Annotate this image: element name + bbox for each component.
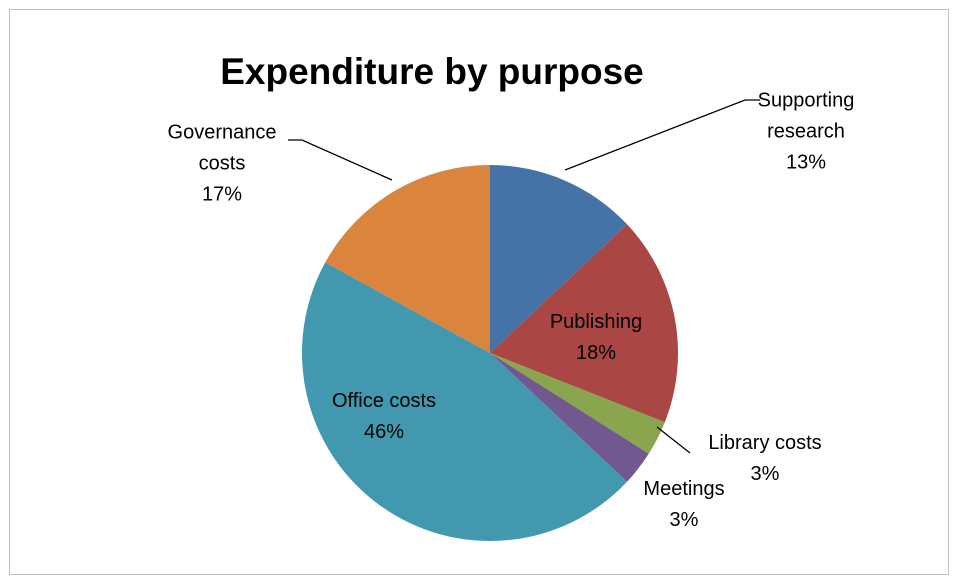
data-label: Library costs 3% xyxy=(665,428,865,490)
pie-slice xyxy=(325,165,490,353)
category-label: Governance costs xyxy=(167,121,277,175)
data-label: Governance costs 17% xyxy=(157,118,287,211)
value-label: 18% xyxy=(575,342,617,364)
category-label: Publishing xyxy=(549,311,643,333)
leader-line xyxy=(288,139,393,181)
leader-line xyxy=(656,426,691,454)
pie xyxy=(302,165,678,541)
category-label: Library costs xyxy=(708,432,822,454)
value-label: 3% xyxy=(669,509,699,531)
data-label: Meetings 3% xyxy=(624,474,744,536)
value-label: 17% xyxy=(201,183,243,206)
leader-line xyxy=(564,99,760,171)
pie-slice xyxy=(490,165,628,353)
category-label: Meetings xyxy=(643,478,725,500)
category-label: Office costs xyxy=(331,390,437,412)
data-label: Publishing 18% xyxy=(521,307,671,369)
category-label: Supporting research xyxy=(757,89,855,143)
chart-title: Expenditure by purpose xyxy=(220,51,644,92)
value-label: 3% xyxy=(750,463,780,485)
pie-slice xyxy=(302,262,628,541)
pie-slice xyxy=(490,353,649,482)
pie-slice xyxy=(490,353,665,454)
pie-slice xyxy=(490,224,678,423)
value-label: 46% xyxy=(363,421,405,443)
value-label: 13% xyxy=(785,151,827,174)
data-label: Supporting research 13% xyxy=(741,86,871,179)
data-label: Office costs 46% xyxy=(294,386,474,448)
